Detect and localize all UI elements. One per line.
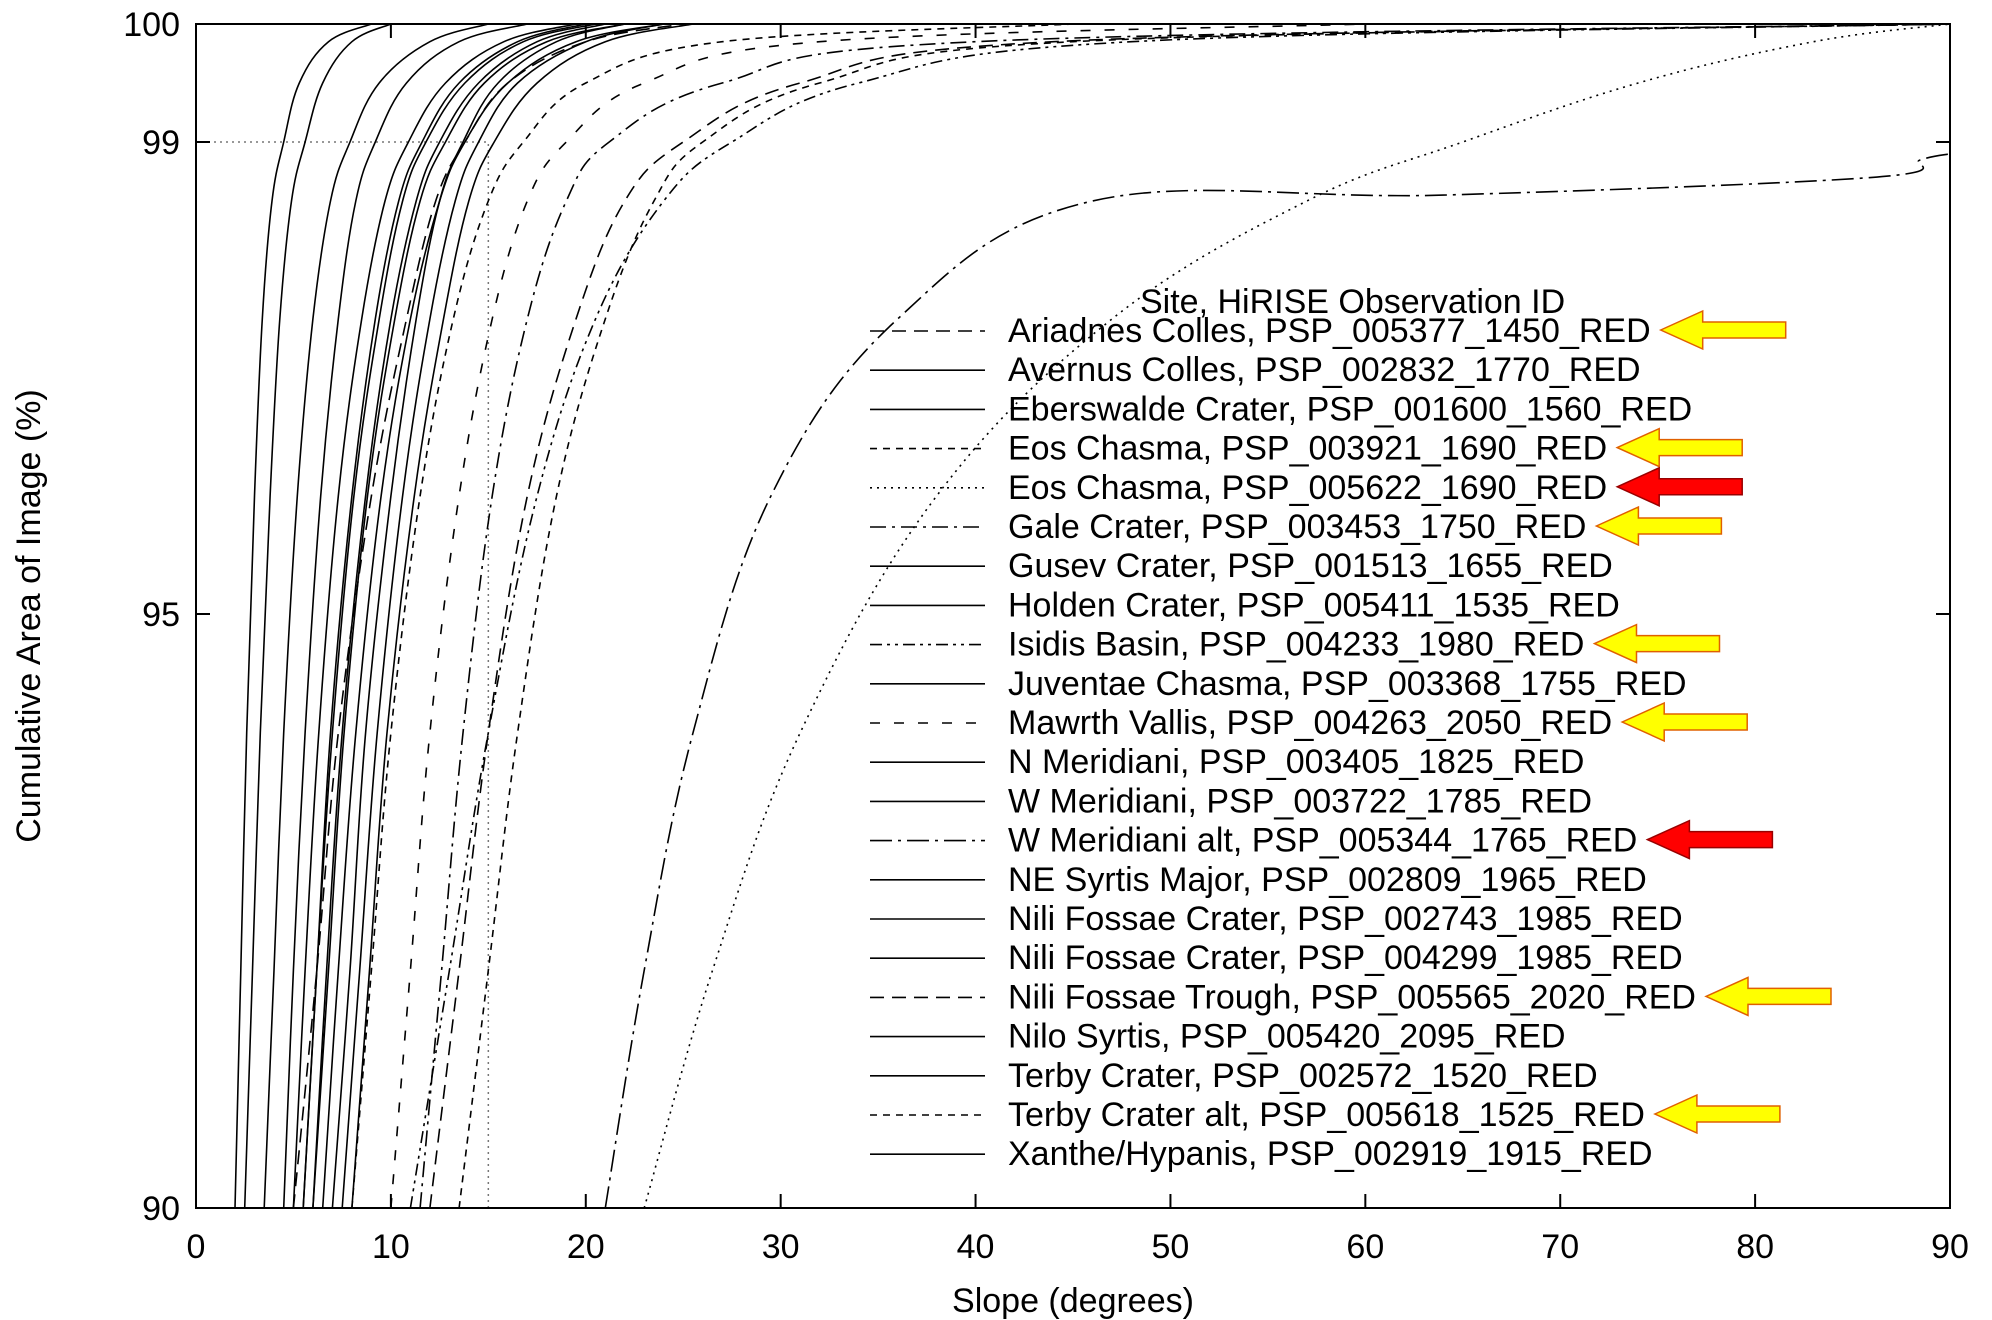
y-tick-label: 90: [142, 1190, 180, 1228]
highlight-arrow-icon: [1615, 466, 1743, 507]
series-line-2: [243, 24, 392, 1208]
y-axis: 90 95 99 100: [123, 6, 1950, 1228]
legend-entry: Terby Crater, PSP_002572_1520_RED: [1008, 1057, 1598, 1095]
x-tick-label: 30: [762, 1228, 800, 1266]
x-tick-label: 20: [567, 1228, 605, 1266]
series-line-17: [292, 24, 577, 1208]
highlight-arrow-icon: [1653, 1093, 1781, 1135]
y-tick-label: 100: [123, 6, 180, 44]
x-tick-label: 70: [1541, 1228, 1579, 1266]
series-line-3: [331, 24, 626, 1208]
series-line-22: [351, 24, 694, 1208]
series-line-19: [263, 24, 489, 1208]
series-line-13: [341, 24, 664, 1208]
highlight-arrow-icon: [1704, 976, 1832, 1017]
legend-entry: Juventae Chasma, PSP_003368_1755_RED: [1008, 665, 1687, 703]
highlight-arrow-icon: [1620, 701, 1748, 743]
highlight-arrow-icon: [1592, 623, 1721, 664]
series-layer: [234, 24, 1950, 1208]
series-line-11: [390, 24, 1366, 1208]
series-line-18: [429, 24, 1950, 1208]
x-tick-label: 60: [1346, 1228, 1384, 1266]
legend-entry: Mawrth Vallis, PSP_004263_2050_RED: [1008, 704, 1612, 742]
series-line-4: [458, 24, 1950, 1208]
x-tick-label: 50: [1152, 1228, 1190, 1266]
legend-entry: W Meridiani alt, PSP_005344_1765_RED: [1008, 822, 1637, 860]
series-line-20: [234, 24, 372, 1208]
x-tick-label: 0: [187, 1228, 206, 1266]
legend-entry: Xanthe/Hypanis, PSP_002919_1915_RED: [1008, 1135, 1653, 1173]
series-line-7: [282, 24, 528, 1208]
legend-entry: W Meridiani, PSP_003722_1785_RED: [1008, 782, 1592, 820]
series-line-15: [302, 24, 596, 1208]
legend-entry: Eos Chasma, PSP_005622_1690_RED: [1008, 469, 1607, 507]
series-line-21: [351, 24, 1074, 1208]
highlight-arrow-icon: [1594, 505, 1723, 547]
x-axis-label: Slope (degrees): [952, 1282, 1194, 1320]
legend-entry: Avernus Colles, PSP_002832_1770_RED: [1008, 351, 1641, 389]
y-tick-label: 95: [142, 596, 180, 634]
series-line-10: [321, 24, 664, 1208]
x-tick-label: 90: [1931, 1228, 1969, 1266]
legend-entry: Terby Crater alt, PSP_005618_1525_RED: [1008, 1096, 1645, 1134]
legend-title: Site, HiRISE Observation ID: [1140, 283, 1565, 321]
series-line-9: [409, 24, 1950, 1208]
series-line-16: [312, 24, 625, 1208]
highlight-arrow-icon: [1658, 309, 1787, 351]
series-line-14: [604, 153, 1950, 1208]
x-tick-label: 40: [957, 1228, 995, 1266]
reference-lines: [196, 141, 490, 1208]
legend-entry: Isidis Basin, PSP_004233_1980_RED: [1008, 626, 1585, 664]
series-line-12: [312, 24, 606, 1208]
legend-entry: Nilo Syrtis, PSP_005420_2095_RED: [1008, 1018, 1566, 1056]
legend-entry: Nili Fossae Crater, PSP_004299_1985_RED: [1008, 939, 1683, 977]
legend-entry: Nili Fossae Trough, PSP_005565_2020_RED: [1008, 978, 1696, 1016]
legend-entry: Holden Crater, PSP_005411_1535_RED: [1008, 586, 1620, 624]
legend-entry: Gale Crater, PSP_003453_1750_RED: [1008, 508, 1586, 546]
legend-entry: N Meridiani, PSP_003405_1825_RED: [1008, 743, 1584, 781]
x-tick-label: 80: [1736, 1228, 1774, 1266]
y-tick-label: 99: [142, 124, 180, 162]
legend-entry: Eberswalde Crater, PSP_001600_1560_RED: [1008, 390, 1692, 428]
legend-entry: NE Syrtis Major, PSP_002809_1965_RED: [1008, 861, 1647, 899]
highlight-arrow-icon: [1645, 819, 1774, 860]
x-tick-label: 10: [372, 1228, 410, 1266]
plot-frame: [195, 23, 1951, 1209]
highlight-arrow-icon: [1615, 427, 1743, 468]
x-axis: 0 10 20 30 40 50 60 70 80 90: [187, 24, 1969, 1266]
legend-entry: Nili Fossae Crater, PSP_002743_1985_RED: [1008, 900, 1683, 938]
legend-entry: Eos Chasma, PSP_003921_1690_RED: [1008, 430, 1607, 468]
legend-entry: Ariadnes Colles, PSP_005377_1450_RED: [1008, 312, 1651, 350]
legend-entry: Gusev Crater, PSP_001513_1655_RED: [1008, 547, 1613, 585]
legend: Site, HiRISE Observation ID Ariadnes Col…: [870, 283, 1832, 1173]
y-axis-label: Cumulative Area of Image (%): [10, 389, 48, 843]
